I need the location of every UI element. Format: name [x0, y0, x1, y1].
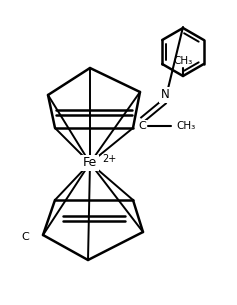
Text: Fe: Fe — [83, 156, 97, 170]
Text: 2+: 2+ — [102, 154, 116, 164]
Text: CH₃: CH₃ — [173, 56, 193, 66]
Text: C: C — [21, 232, 29, 242]
Text: N: N — [161, 88, 169, 102]
Text: C: C — [138, 121, 146, 131]
Text: CH₃: CH₃ — [176, 121, 195, 131]
